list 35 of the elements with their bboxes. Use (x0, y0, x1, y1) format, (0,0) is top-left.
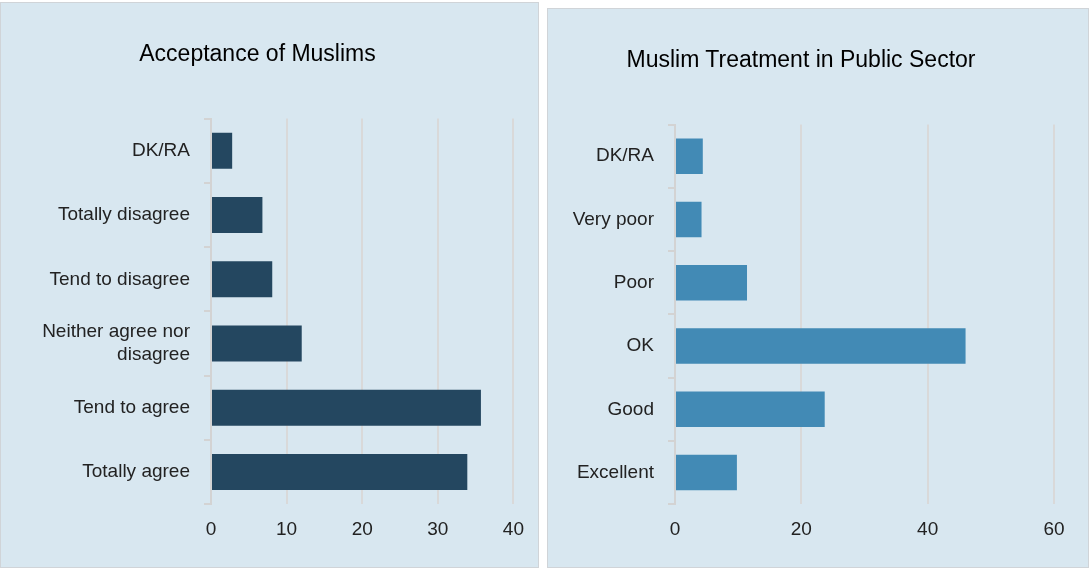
chart-title: Acceptance of Muslims (139, 40, 376, 67)
bar (676, 138, 703, 174)
y-tick-label: DK/RA (595, 144, 655, 166)
x-tick-label: 0 (669, 517, 681, 539)
y-tick-label: Totally disagree (57, 203, 190, 225)
x-tick-label: 0 (205, 517, 217, 539)
x-tick-label: 20 (351, 517, 373, 539)
x-tick-label: 10 (276, 517, 298, 539)
bar (212, 261, 273, 298)
y-tick-label: Tend to agree (73, 396, 190, 418)
bar (212, 132, 233, 169)
x-tick-label: 20 (790, 517, 812, 539)
bar (676, 201, 702, 238)
bar (212, 454, 468, 491)
y-tick-label: Neither agree nor disagree (42, 320, 191, 365)
y-tick-label: DK/RA (131, 138, 191, 160)
y-tick-label: Excellent (576, 460, 655, 482)
y-tick-label: OK (626, 334, 655, 356)
bar (676, 328, 966, 364)
y-tick-label: Totally agree (82, 460, 190, 482)
x-tick-label: 40 (917, 517, 939, 539)
y-tick-label: Good (607, 397, 654, 419)
bar (676, 265, 748, 301)
bar (212, 197, 263, 233)
chart-title: Muslim Treatment in Public Sector (626, 46, 976, 73)
bar (676, 391, 825, 428)
y-tick-label: Poor (613, 271, 655, 292)
y-tick-label: Tend to disagree (49, 267, 190, 289)
x-tick-label: 60 (1043, 517, 1065, 539)
x-tick-label: 30 (427, 517, 449, 539)
x-tick-label: 40 (502, 517, 524, 539)
bar (676, 454, 737, 491)
bar (212, 389, 481, 426)
bar (212, 325, 302, 362)
y-tick-label: Very poor (572, 207, 655, 229)
